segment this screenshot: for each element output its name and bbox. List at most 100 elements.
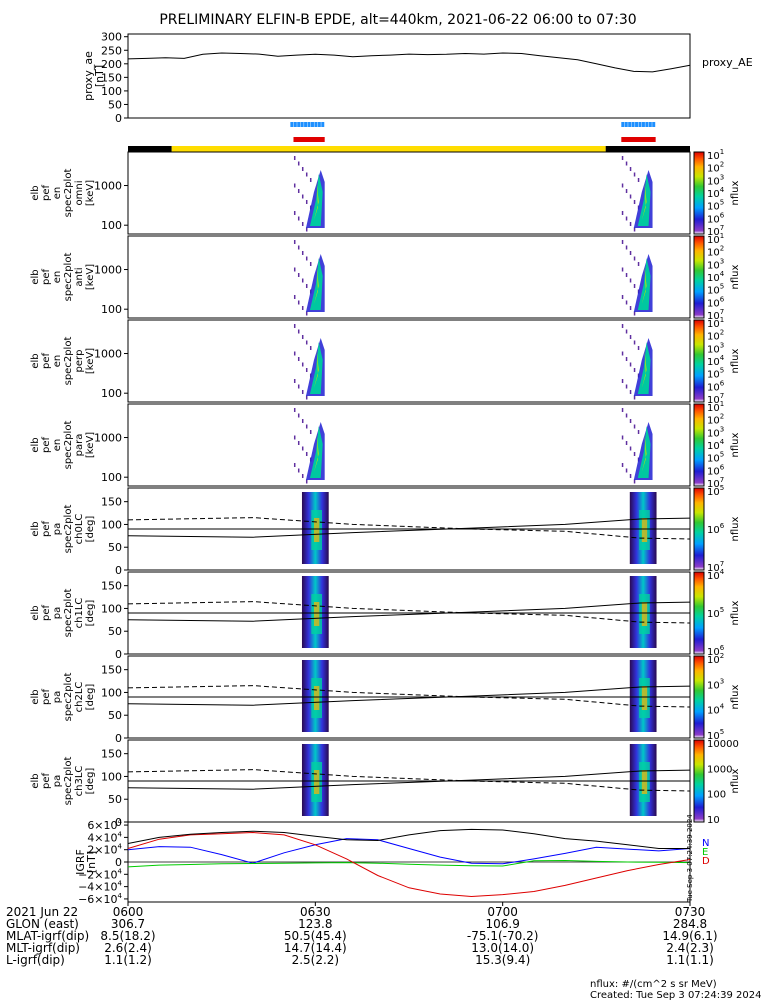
ytick-label: 0 bbox=[115, 816, 122, 829]
date-label: 2021 Jun 22 bbox=[6, 905, 78, 919]
anti-loss-cone-line bbox=[127, 601, 691, 622]
colorbar-tick-exp: 1 bbox=[720, 400, 724, 408]
panel-ylabel: elbpefenspec2plotomni[keV] bbox=[30, 169, 96, 218]
spectro-speckle bbox=[637, 178, 640, 182]
ytick-label: 150 bbox=[101, 496, 122, 509]
spectro-flux-high bbox=[641, 266, 647, 304]
igrf-ylabel-line: [nT] bbox=[85, 851, 98, 873]
igrf-series-total bbox=[127, 828, 690, 849]
spectro-speckle bbox=[629, 390, 632, 394]
spectrogram-ch2LC: 150100500elbpefpaspec2plotch2LC[deg]1051… bbox=[30, 652, 741, 745]
ae-frame bbox=[127, 33, 691, 119]
panel-ylabel: elbpefenspec2plotanti[keV] bbox=[30, 253, 96, 302]
blue-bar-segment bbox=[293, 122, 297, 127]
panel-ylabel: elbpefpaspec2plotch3LC[deg] bbox=[30, 757, 96, 806]
spectro-speckle bbox=[621, 324, 624, 328]
colorbar-tick-exp: 2 bbox=[720, 652, 724, 660]
spectro-speckle bbox=[301, 306, 304, 310]
spectro-speckle bbox=[293, 379, 296, 383]
blue-bar-segment bbox=[314, 122, 318, 127]
panel-ylabel-line: pa bbox=[52, 523, 63, 535]
ytick-label: 1000 bbox=[94, 180, 122, 193]
spectro-flux-mid bbox=[637, 174, 651, 226]
colorbar-tick-exp: 4 bbox=[720, 568, 725, 576]
colorbar-tick-exp: 6 bbox=[720, 295, 725, 303]
ae-ylabel: proxy_ae[nT] bbox=[82, 51, 106, 101]
black-bar-segment bbox=[605, 146, 690, 152]
spectro-flux-mid bbox=[637, 426, 651, 478]
panel-ylabel-line: [keV] bbox=[85, 348, 96, 374]
pitch-flux-peak bbox=[641, 518, 648, 542]
panel-ylabel-line: elb bbox=[30, 437, 41, 452]
spectro-speckle bbox=[629, 278, 632, 283]
ae-legend-label: proxy_AE bbox=[702, 56, 753, 69]
spectro-speckle bbox=[637, 262, 640, 266]
blue-bar-segment bbox=[641, 122, 645, 127]
spectro-speckle bbox=[301, 251, 304, 255]
spectro-speckle bbox=[293, 183, 296, 188]
spectro-speckle bbox=[633, 452, 636, 456]
spectro-speckle bbox=[301, 419, 304, 423]
spectro-speckle bbox=[625, 216, 628, 221]
igrf-ytick-label: −4×104 bbox=[78, 880, 122, 894]
panel-frame bbox=[127, 319, 691, 403]
spectro-speckle bbox=[621, 267, 624, 272]
colorbar-tick-exp: 4 bbox=[720, 703, 725, 711]
colorbar-tick-exp: 3 bbox=[720, 257, 724, 265]
spectro-speckle bbox=[629, 194, 632, 199]
igrf-ytick-label: 2×104 bbox=[87, 843, 122, 857]
igrf-panel: 6×1044×1042×1040−2×104−4×104−6×104NEDIGR… bbox=[74, 814, 710, 906]
spectro-speckle bbox=[293, 324, 296, 328]
ae-ytick-label: 50 bbox=[108, 98, 122, 111]
spectro-flux-high bbox=[313, 182, 319, 220]
panel-ylabel-line: pef bbox=[41, 185, 52, 202]
spectro-speckle bbox=[621, 240, 624, 244]
colorbar-tick-label: 10 bbox=[707, 815, 720, 826]
anti-loss-cone-line bbox=[127, 517, 691, 538]
spectro-speckle bbox=[297, 468, 300, 473]
colorbar-tick-exp: 6 bbox=[720, 379, 725, 387]
igrf-legend-n: N bbox=[702, 838, 709, 849]
colorbar-label: nflux bbox=[730, 684, 741, 709]
igrf-ylabel: IGRF[nT] bbox=[74, 849, 98, 875]
info-row-value: 2.6(2.4) bbox=[104, 941, 152, 955]
colorbar-tick-exp: 6 bbox=[720, 211, 725, 219]
igrf-series-n bbox=[127, 838, 691, 865]
panel-ylabel-line: [deg] bbox=[85, 684, 96, 711]
spectro-speckle bbox=[621, 379, 624, 383]
colorbar-tick-exp: 7 bbox=[720, 476, 724, 484]
igrf-ytick-exp: 4 bbox=[118, 843, 123, 851]
colorbar-tick-exp: 5 bbox=[720, 199, 724, 207]
spectro-speckle bbox=[629, 362, 632, 367]
spectro-flux-mid bbox=[637, 258, 651, 310]
igrf-ytick-label: 0 bbox=[115, 856, 122, 869]
panel-ylabel-line: elb bbox=[30, 185, 41, 200]
spectro-speckle bbox=[633, 172, 636, 177]
spectro-speckle bbox=[297, 245, 300, 250]
colorbar-tick-exp: 5 bbox=[720, 283, 724, 291]
colorbar bbox=[693, 403, 705, 487]
colorbar-tick-exp: 1 bbox=[720, 232, 724, 240]
info-row-value: 14.7(14.4) bbox=[284, 941, 347, 955]
panel-ylabel-line: pef bbox=[41, 353, 52, 370]
spectro-speckle bbox=[637, 346, 640, 350]
spectro-speckle bbox=[633, 340, 636, 345]
colorbar-tick-exp: 4 bbox=[720, 438, 725, 446]
pitch-flux-peak bbox=[641, 770, 648, 794]
ytick-label: 150 bbox=[101, 580, 122, 593]
colorbar-tick-label: 102 bbox=[707, 652, 724, 666]
spectro-speckle bbox=[629, 335, 632, 339]
spectro-speckle bbox=[309, 430, 312, 434]
red-bar-segment bbox=[293, 137, 325, 142]
panel-ylabel: elbpefenspec2plotpara[keV] bbox=[30, 421, 96, 470]
info-row-value: 2.4(2.3) bbox=[666, 941, 714, 955]
ae-ytick-label: 250 bbox=[101, 44, 122, 57]
ae-ytick-label: 300 bbox=[101, 31, 122, 44]
panel-ylabel-line: anti bbox=[74, 267, 85, 286]
blue-bar-segment bbox=[300, 122, 304, 127]
spectro-speckle bbox=[621, 463, 624, 467]
spectro-speckle bbox=[297, 384, 300, 389]
spectro-flux-high bbox=[313, 434, 319, 472]
colorbar-tick-exp: 3 bbox=[720, 425, 724, 433]
spectro-speckle bbox=[633, 200, 636, 204]
